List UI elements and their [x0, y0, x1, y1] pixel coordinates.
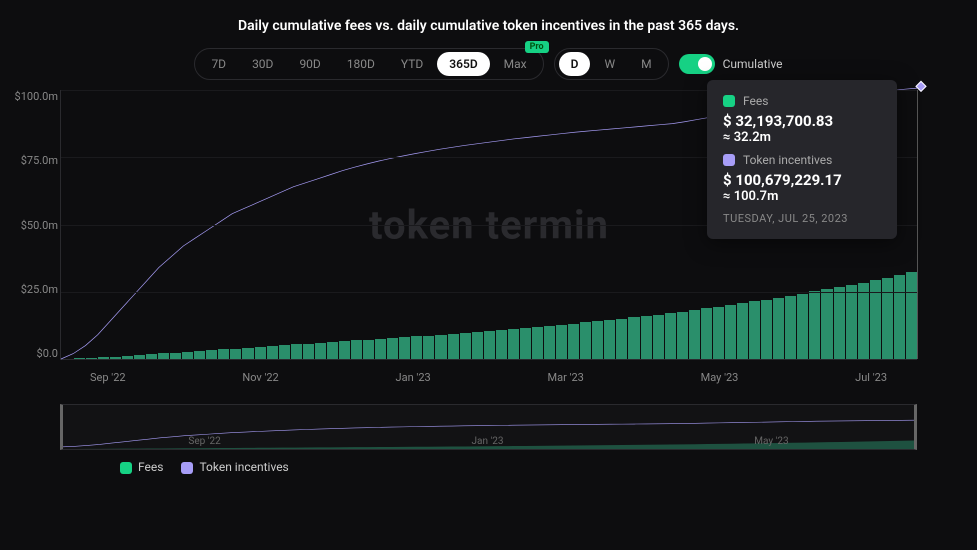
incentives-swatch-icon	[723, 154, 735, 166]
cumulative-label: Cumulative	[723, 57, 783, 71]
y-tick: $50.0m	[21, 219, 58, 232]
x-tick: Jul '23	[855, 371, 887, 384]
crosshair	[917, 90, 918, 359]
y-tick: $100.0m	[15, 90, 58, 103]
pro-badge: Pro	[525, 41, 549, 53]
tooltip-fees-label: Fees	[743, 94, 768, 108]
cumulative-toggle-wrap: Cumulative	[679, 54, 783, 74]
tooltip-incentives-value: $ 100,679,229.17	[723, 171, 881, 189]
fees-swatch-icon	[723, 95, 735, 107]
range-max[interactable]: Max	[492, 52, 539, 76]
range-7d[interactable]: 7D	[199, 52, 238, 76]
legend-incentives[interactable]: Token incentives	[181, 460, 288, 474]
y-tick: $75.0m	[21, 154, 58, 167]
x-tick: Jan '23	[396, 371, 431, 384]
main-chart: $100.0m$75.0m$50.0m$25.0m$0.0 token term…	[60, 90, 917, 390]
controls-row: 7D30D90D180DYTD365DMaxPro DWM Cumulative	[0, 48, 977, 80]
cumulative-toggle[interactable]	[679, 54, 715, 74]
tooltip-incentives-approx: ≈ 100.7m	[723, 189, 881, 204]
x-tick: Mar '23	[548, 371, 584, 384]
tooltip-date: TUESDAY, JUL 25, 2023	[723, 212, 881, 225]
brush-zoom[interactable]: Sep '22 Jan '23 May '23	[60, 404, 917, 450]
brush-x-axis: Sep '22 Jan '23 May '23	[63, 436, 914, 447]
chart-title: Daily cumulative fees vs. daily cumulati…	[0, 0, 977, 48]
y-tick: $0.0	[37, 347, 58, 360]
y-axis: $100.0m $75.0m $50.0m $25.0m $0.0	[8, 90, 58, 360]
brush-x-tick: Jan '23	[472, 436, 504, 447]
interval-selector: DWM	[554, 48, 669, 80]
tooltip-fees-value: $ 32,193,700.83	[723, 112, 881, 130]
brush-x-tick: May '23	[754, 436, 788, 447]
tooltip: Fees $ 32,193,700.83 ≈ 32.2m Token incen…	[707, 80, 897, 239]
x-tick: Sep '22	[90, 371, 126, 384]
interval-m[interactable]: M	[629, 52, 663, 76]
x-axis: Sep '22 Nov '22 Jan '23 Mar '23 May '23 Jul '…	[60, 371, 917, 384]
tooltip-incentives-label: Token incentives	[743, 153, 832, 167]
legend-fees[interactable]: Fees	[120, 460, 163, 474]
range-selector: 7D30D90D180DYTD365DMaxPro	[194, 48, 543, 80]
range-90d[interactable]: 90D	[287, 52, 332, 76]
interval-d[interactable]: D	[559, 52, 591, 76]
x-tick: May '23	[701, 371, 739, 384]
range-30d[interactable]: 30D	[240, 52, 285, 76]
legend-incentives-label: Token incentives	[199, 460, 288, 474]
range-180d[interactable]: 180D	[335, 52, 387, 76]
legend-fees-label: Fees	[138, 460, 163, 474]
range-365d[interactable]: 365D	[437, 52, 489, 76]
range-ytd[interactable]: YTD	[389, 52, 435, 76]
interval-w[interactable]: W	[592, 52, 627, 76]
tooltip-fees-approx: ≈ 32.2m	[723, 130, 881, 145]
x-tick: Nov '22	[242, 371, 278, 384]
y-tick: $25.0m	[21, 283, 58, 296]
brush-x-tick: Sep '22	[188, 436, 220, 447]
legend: Fees Token incentives	[120, 460, 977, 474]
